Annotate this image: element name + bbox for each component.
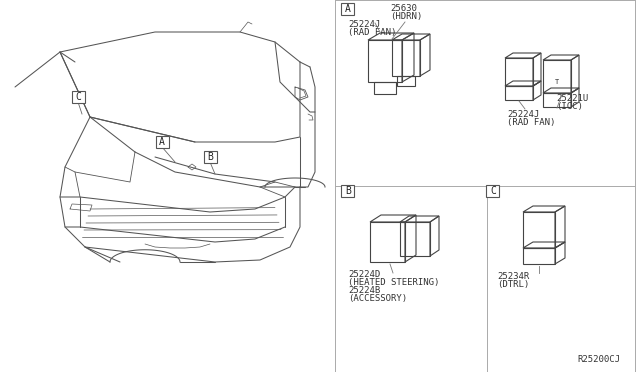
FancyBboxPatch shape [342, 185, 355, 197]
FancyBboxPatch shape [486, 185, 499, 197]
Text: 25630: 25630 [390, 4, 417, 13]
Text: (ACCESSORY): (ACCESSORY) [348, 294, 407, 303]
Text: R25200CJ: R25200CJ [577, 355, 620, 364]
Text: A: A [159, 137, 165, 147]
Text: 25221U: 25221U [556, 94, 588, 103]
Text: (DTRL): (DTRL) [497, 280, 529, 289]
FancyBboxPatch shape [72, 91, 84, 103]
Text: (HDRN): (HDRN) [390, 12, 422, 21]
Text: 25224D: 25224D [348, 270, 380, 279]
Text: 25234R: 25234R [497, 272, 529, 281]
Text: B: B [345, 186, 351, 196]
Text: C: C [490, 186, 496, 196]
Text: A: A [345, 4, 351, 14]
Text: B: B [207, 152, 213, 162]
Text: C: C [75, 92, 81, 102]
Text: (RAD FAN): (RAD FAN) [507, 118, 556, 127]
Text: (ICC): (ICC) [556, 102, 583, 111]
Text: 25224B: 25224B [348, 286, 380, 295]
FancyBboxPatch shape [204, 151, 216, 163]
Text: 25224J: 25224J [348, 20, 380, 29]
FancyBboxPatch shape [156, 136, 168, 148]
Text: 25224J: 25224J [507, 110, 540, 119]
Text: (RAD FAN): (RAD FAN) [348, 28, 396, 37]
Text: T: T [555, 79, 559, 85]
Text: (HEATED STEERING): (HEATED STEERING) [348, 278, 440, 287]
FancyBboxPatch shape [342, 3, 355, 15]
